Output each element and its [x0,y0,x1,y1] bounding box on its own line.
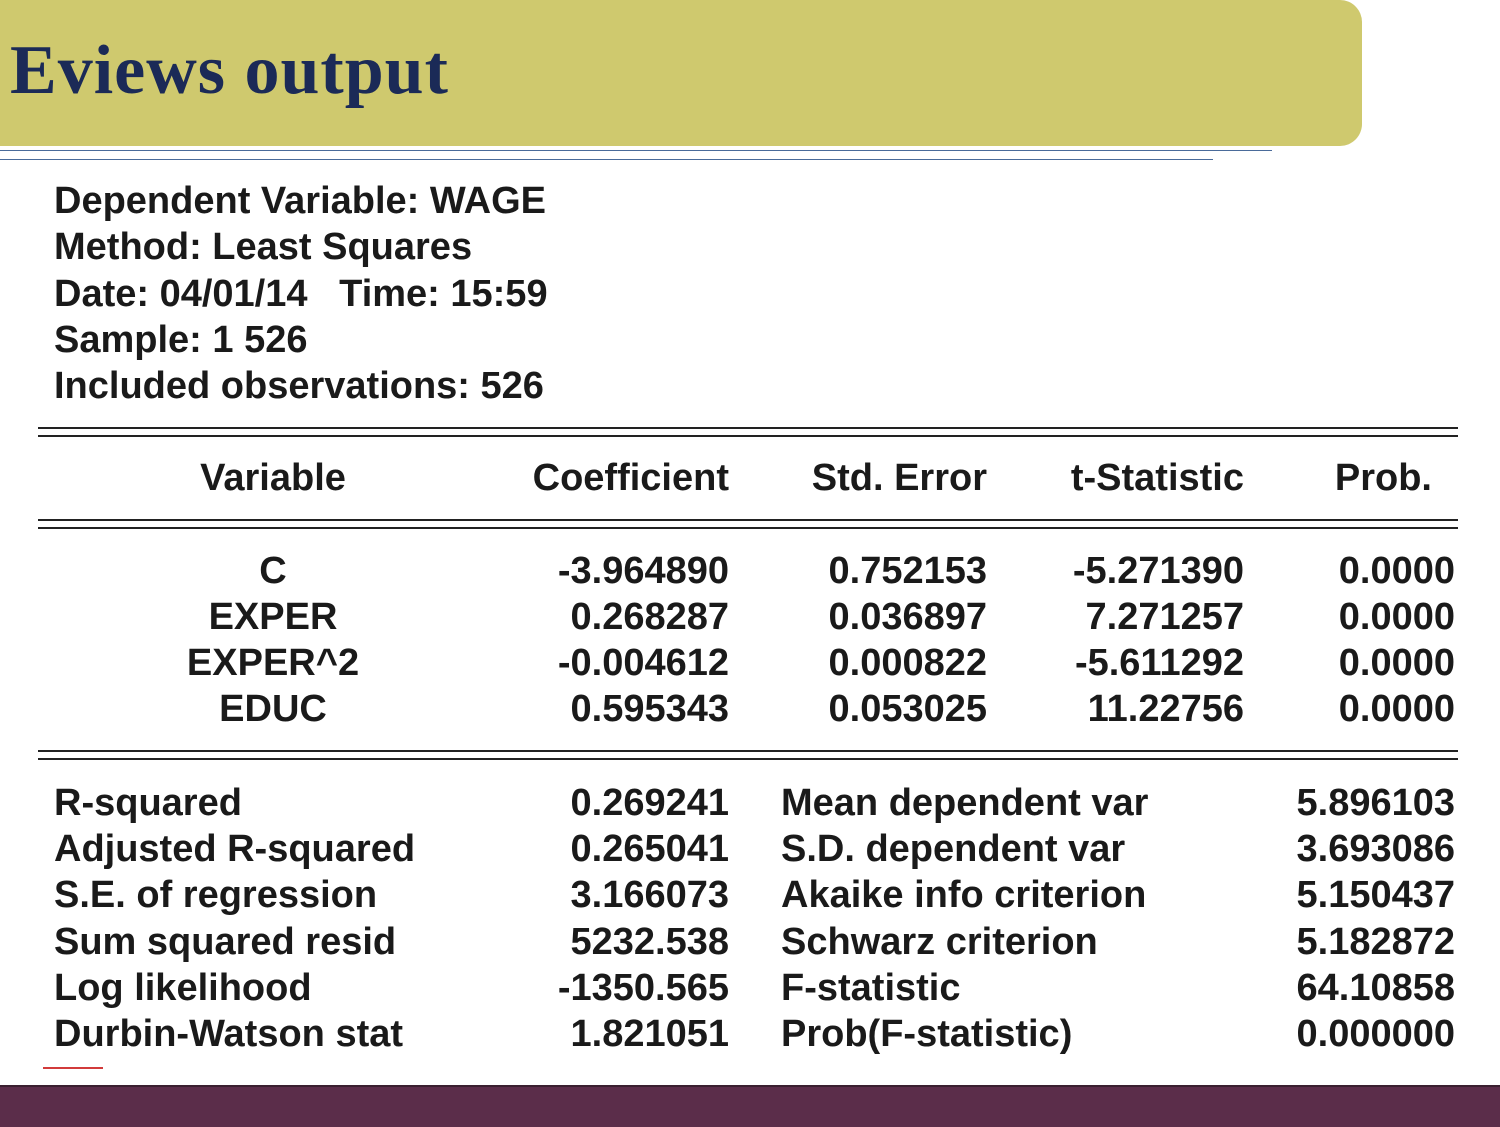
col-header-std-error: Std. Error [811,457,987,499]
cell-coefficient: 0.268287 [570,596,730,638]
stat-value: -1350.565 [557,967,729,1009]
header-sample: Sample: 1 526 [54,319,308,361]
title-bar: Eviews output [0,0,1362,146]
cell-std-error: 0.053025 [828,688,988,730]
cell-prob: 0.0000 [1338,596,1455,638]
stat-value: 5.896103 [1296,782,1456,824]
cell-t-statistic: -5.271390 [1072,550,1244,592]
cell-coefficient: -0.004612 [557,642,729,684]
stat-value: 3.166073 [570,874,730,916]
stat-value: 0.269241 [570,782,730,824]
header-observations: Included observations: 526 [54,365,544,407]
red-underline-mark [43,1067,103,1069]
cell-coefficient: -3.964890 [557,550,729,592]
stats-top-rule [38,750,1458,752]
cell-variable: EXPER^2 [186,642,360,684]
cell-t-statistic: -5.611292 [1074,642,1244,684]
stat-label: Schwarz criterion [781,921,1098,963]
header-dependent-variable: Dependent Variable: WAGE [54,180,546,222]
col-header-t-statistic: t-Statistic [1070,457,1244,499]
cell-t-statistic: 11.22756 [1087,688,1244,730]
stat-label: Prob(F-statistic) [781,1013,1073,1055]
stat-label: Akaike info criterion [781,874,1147,916]
stat-value: 5.182872 [1296,921,1456,963]
eviews-output: Dependent Variable: WAGE Method: Least S… [0,160,1500,1080]
cell-coefficient: 0.595343 [570,688,730,730]
stat-label: F-statistic [781,967,961,1009]
title-rule-secondary [0,159,1213,160]
table-top-rule [38,427,1458,429]
col-header-coefficient: Coefficient [532,457,729,499]
table-header-rule-2 [38,527,1458,529]
stat-label: Log likelihood [54,967,312,1009]
header-method: Method: Least Squares [54,226,473,268]
footer-bar [0,1085,1500,1127]
cell-t-statistic: 7.271257 [1085,596,1245,638]
stat-value: 5232.538 [570,921,730,963]
stat-value: 0.000000 [1296,1013,1456,1055]
stats-top-rule-2 [38,758,1458,760]
table-header-rule [38,519,1458,521]
col-header-variable: Variable [200,457,346,499]
stat-label: R-squared [54,782,242,824]
stat-label: Durbin-Watson stat [54,1013,404,1055]
title-rule [0,150,1272,151]
header-date-time: Date: 04/01/14 Time: 15:59 [54,273,548,315]
cell-std-error: 0.036897 [828,596,988,638]
cell-variable: C [259,550,287,592]
stat-label: Sum squared resid [54,921,397,963]
stat-value: 5.150437 [1296,874,1456,916]
cell-std-error: 0.000822 [828,642,988,684]
stat-label: Mean dependent var [781,782,1149,824]
cell-prob: 0.0000 [1338,550,1455,592]
stat-value: 3.693086 [1296,828,1456,870]
cell-variable: EXPER [208,596,338,638]
col-header-prob: Prob. [1334,457,1432,499]
cell-std-error: 0.752153 [828,550,988,592]
stat-value: 64.10858 [1296,967,1456,1009]
cell-variable: EDUC [219,688,327,730]
stat-label: S.E. of regression [54,874,378,916]
slide-title: Eviews output [10,32,449,109]
stat-label: Adjusted R-squared [54,828,416,870]
stat-label: S.D. dependent var [781,828,1126,870]
stat-value: 1.821051 [570,1013,730,1055]
cell-prob: 0.0000 [1338,688,1455,730]
table-top-rule-2 [38,435,1458,437]
stat-value: 0.265041 [570,828,730,870]
cell-prob: 0.0000 [1338,642,1455,684]
